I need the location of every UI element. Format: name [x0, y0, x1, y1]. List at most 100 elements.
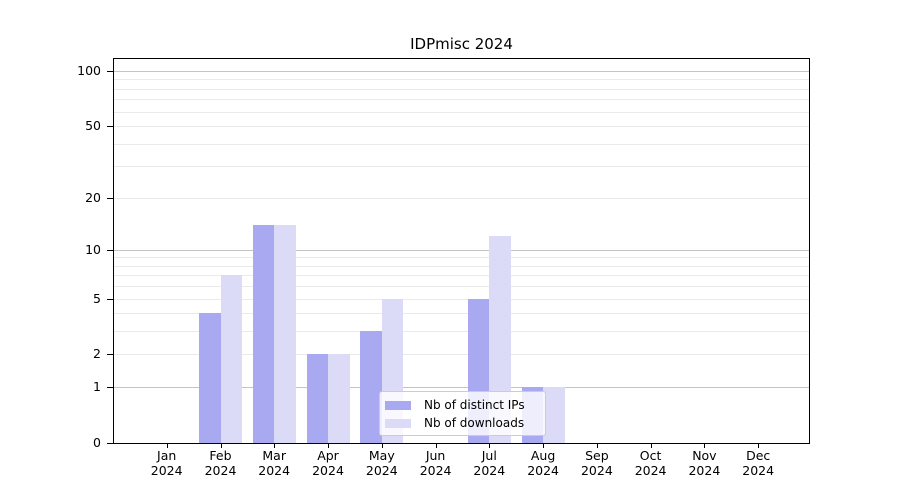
x-tick-year: 2024 — [580, 463, 613, 478]
x-tick-year: 2024 — [634, 463, 667, 478]
chart-title: IDPmisc 2024 — [410, 35, 513, 53]
minor-gridline-5 — [114, 298, 809, 300]
minor-gridline-70 — [114, 99, 809, 101]
x-tick-label-jan: Jan 2024 — [135, 448, 199, 478]
minor-gridline-4 — [114, 313, 809, 315]
minor-gridline-7 — [114, 275, 809, 277]
x-tick-year: 2024 — [150, 463, 183, 478]
minor-gridline-8 — [114, 265, 809, 267]
x-tick-label-jun: Jun 2024 — [404, 448, 468, 478]
x-tick-year: 2024 — [527, 463, 559, 478]
minor-gridline-60 — [114, 111, 809, 113]
x-tick-month: Feb — [209, 448, 232, 463]
x-tick-mark-apr — [328, 443, 329, 448]
x-tick-year: 2024 — [312, 463, 344, 478]
bar-nb-of-distinct-ips-feb — [199, 313, 221, 443]
legend-entry-downloads: Nb of downloads — [385, 414, 545, 432]
x-tick-month: Jul — [481, 448, 497, 463]
bar-nb-of-distinct-ips-mar — [252, 224, 275, 443]
x-tick-mark-dec — [758, 443, 760, 448]
minor-gridline-40 — [114, 143, 809, 145]
y-tick-mark-1 — [107, 387, 113, 389]
legend: Nb of distinct IPs Nb of downloads — [379, 391, 546, 436]
minor-gridline-6 — [114, 286, 809, 288]
x-tick-month: Aug — [530, 448, 556, 463]
bar-nb-of-distinct-ips-apr — [306, 354, 328, 443]
x-tick-month: Mar — [262, 448, 286, 463]
y-tick-mark-100 — [107, 71, 113, 72]
x-tick-month: May — [368, 448, 395, 463]
y-tick-mark-50 — [107, 126, 113, 128]
y-tick-label-5: 5 — [93, 290, 101, 306]
x-tick-label-apr: Apr 2024 — [296, 448, 360, 478]
minor-gridline-3 — [114, 331, 809, 333]
legend-entry-distinct-ips: Nb of distinct IPs — [385, 396, 545, 414]
x-tick-mark-may — [381, 443, 383, 448]
x-tick-year: 2024 — [365, 463, 398, 478]
x-tick-label-nov: Nov 2024 — [672, 448, 736, 478]
minor-gridline-30 — [114, 166, 809, 168]
bar-nb-of-downloads-aug — [543, 387, 565, 443]
x-tick-label-oct: Oct 2024 — [619, 448, 683, 478]
bar-nb-of-downloads-feb — [220, 275, 242, 443]
bar-nb-of-downloads-mar — [274, 224, 296, 443]
y-tick-label-0: 0 — [93, 435, 101, 450]
x-tick-mark-jan — [166, 443, 168, 448]
x-tick-month: Jun — [425, 448, 446, 463]
x-tick-mark-sep — [596, 443, 598, 448]
x-tick-year: 2024 — [258, 463, 291, 478]
x-tick-month: Jan — [157, 448, 177, 463]
x-tick-year: 2024 — [742, 463, 775, 478]
y-tick-mark-20 — [107, 197, 113, 199]
x-tick-month: Nov — [692, 448, 717, 463]
y-tick-label-1: 1 — [93, 379, 101, 395]
legend-swatch-downloads-icon — [385, 418, 411, 428]
x-tick-mark-feb — [220, 443, 222, 448]
x-tick-mark-mar — [274, 443, 276, 448]
minor-gridline-20 — [114, 197, 809, 199]
x-tick-label-dec: Dec 2024 — [726, 448, 790, 478]
major-gridline-10 — [114, 249, 809, 251]
y-tick-label-2: 2 — [93, 346, 101, 362]
x-tick-year: 2024 — [419, 463, 452, 478]
legend-label-distinct-ips: Nb of distinct IPs — [424, 398, 525, 412]
y-tick-mark-2 — [107, 354, 113, 356]
x-tick-label-feb: Feb 2024 — [189, 448, 253, 478]
x-tick-mark-nov — [704, 443, 706, 448]
x-tick-year: 2024 — [473, 463, 506, 478]
y-tick-label-100: 100 — [77, 63, 101, 78]
x-tick-year: 2024 — [204, 463, 237, 478]
minor-gridline-50 — [114, 126, 809, 128]
x-tick-label-jul: Jul 2024 — [457, 448, 521, 478]
x-tick-month: Apr — [317, 448, 339, 463]
minor-gridline-80 — [114, 88, 809, 90]
y-tick-label-20: 20 — [85, 189, 101, 205]
x-tick-mark-jun — [435, 443, 437, 448]
major-gridline-100 — [114, 71, 809, 72]
x-tick-label-sep: Sep 2024 — [565, 448, 629, 478]
y-tick-mark-5 — [107, 298, 113, 300]
x-tick-year: 2024 — [688, 463, 721, 478]
y-tick-mark-10 — [107, 249, 113, 251]
x-tick-label-may: May 2024 — [350, 448, 414, 478]
x-tick-label-aug: Aug 2024 — [511, 448, 575, 478]
x-tick-month: Sep — [585, 448, 609, 463]
x-tick-mark-jul — [489, 443, 491, 448]
y-tick-mark-0 — [107, 443, 113, 444]
y-tick-label-10: 10 — [85, 241, 101, 257]
minor-gridline-9 — [114, 257, 809, 259]
x-tick-mark-aug — [543, 443, 545, 448]
x-tick-month: Dec — [746, 448, 771, 463]
bar-nb-of-downloads-apr — [328, 354, 350, 443]
legend-label-downloads: Nb of downloads — [424, 416, 525, 430]
x-tick-mark-oct — [650, 443, 652, 448]
y-tick-label-50: 50 — [85, 118, 101, 134]
bar-nb-of-distinct-ips-may — [360, 331, 382, 443]
x-tick-label-mar: Mar 2024 — [242, 448, 306, 478]
major-gridline-1 — [114, 387, 809, 389]
minor-gridline-90 — [114, 79, 809, 81]
minor-gridline-2 — [114, 354, 809, 356]
legend-swatch-distinct-ips-icon — [385, 400, 411, 410]
x-tick-month: Oct — [639, 448, 662, 463]
